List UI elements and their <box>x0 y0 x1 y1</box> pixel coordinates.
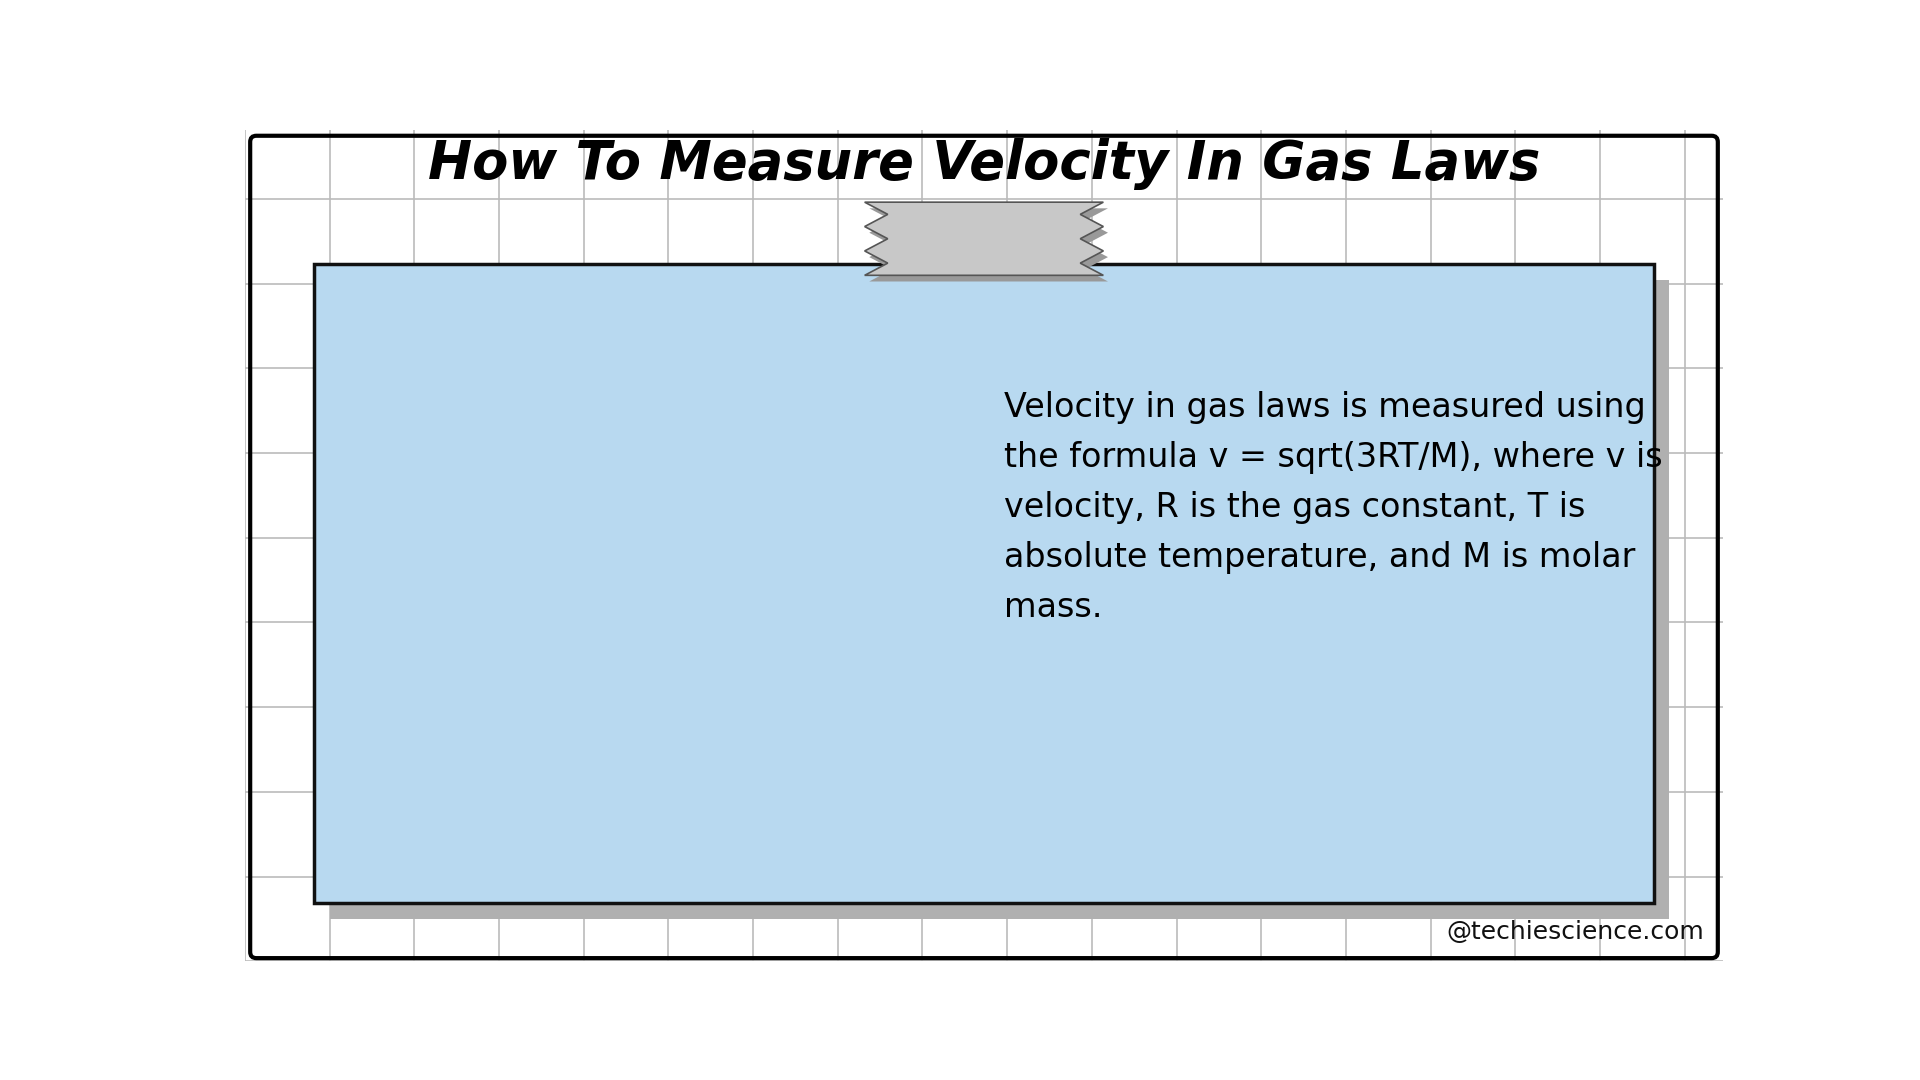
Text: Velocity in gas laws is measured using
the formula v = sqrt(3RT/M), where v is
v: Velocity in gas laws is measured using t… <box>1004 391 1663 623</box>
Polygon shape <box>864 202 1104 275</box>
Text: @techiescience.com: @techiescience.com <box>1446 920 1703 944</box>
Polygon shape <box>870 208 1108 282</box>
Bar <box>315 265 1653 904</box>
Text: How To Measure Velocity In Gas Laws: How To Measure Velocity In Gas Laws <box>428 138 1540 190</box>
Bar <box>330 280 1668 919</box>
